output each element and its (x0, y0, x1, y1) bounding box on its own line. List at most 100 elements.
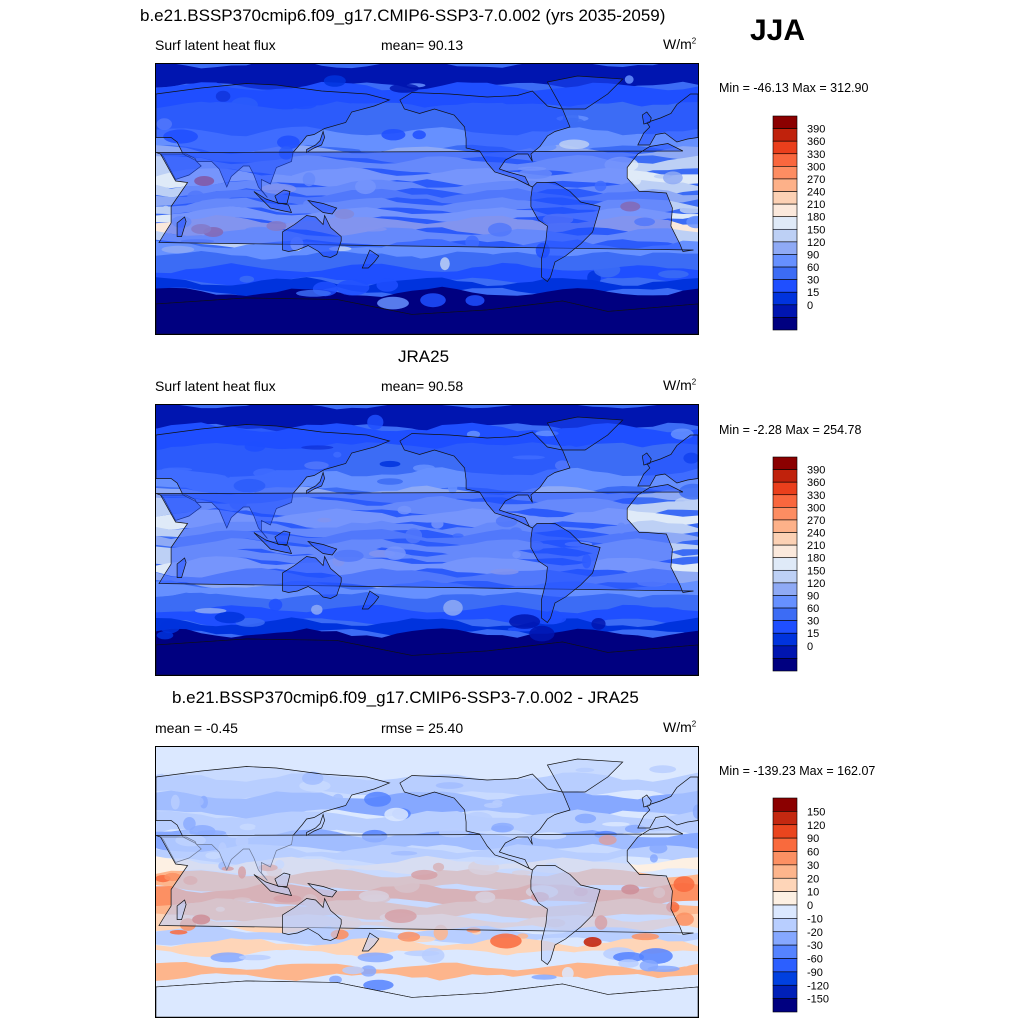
colorbar-swatch (772, 658, 798, 672)
colorbar-tick-label: 270 (807, 174, 825, 186)
colorbar-swatch (772, 891, 798, 906)
colorbar-swatch (772, 456, 798, 470)
colorbar-swatch (772, 877, 798, 892)
colorbar-swatch (772, 266, 798, 280)
panel-model-map (155, 63, 699, 335)
coastline-png (307, 199, 338, 215)
colorbar-swatch (772, 228, 798, 243)
coastline-africa (156, 484, 694, 593)
colorbar-tick-label: 300 (807, 161, 825, 173)
panel-obs-colorbar: 390 360 330 300 270 240 210 180 150 120 90 60 30 15 0 (772, 456, 853, 672)
colorbar-swatch (772, 317, 798, 331)
coastline-indonesia (253, 874, 293, 896)
coastline-namerica (399, 90, 571, 188)
panel-diff-units: W/m2 (663, 719, 697, 735)
colorbar-swatch (772, 469, 798, 483)
colorbar-tick-label: 150 (807, 565, 825, 577)
colorbar-tick-label: -20 (807, 927, 823, 939)
colorbar-tick-label: 150 (807, 224, 825, 236)
colorbar-tick-label: 60 (807, 603, 819, 615)
colorbar-swatch (772, 944, 798, 959)
coastline-uk (641, 452, 652, 466)
colorbar-tick-label: 90 (807, 833, 819, 845)
panel-obs-variable-label: Surf latent heat flux (155, 378, 276, 394)
colorbar-tick-label: 390 (807, 465, 825, 477)
colorbar-tick-label: 300 (807, 502, 825, 514)
colorbar-tick-label: 90 (807, 590, 819, 602)
colorbar-swatch (772, 178, 798, 192)
colorbar-swatch (772, 931, 798, 946)
colorbar-tick-label: 60 (807, 847, 819, 859)
panel-diff-map (155, 746, 699, 1018)
colorbar-swatch (772, 837, 798, 852)
colorbar-tick-label: 0 (807, 641, 813, 653)
colorbar-swatch (772, 595, 798, 609)
panel-model-units: W/m2 (663, 36, 697, 52)
coastline-europe (637, 93, 698, 146)
colorbar-tick-label: -120 (807, 980, 829, 992)
panel-model-minmax: Min = -46.13 Max = 312.90 (719, 81, 869, 95)
coastline-nz (361, 590, 380, 610)
colorbar-swatch (772, 811, 798, 826)
coastline-greenland (546, 75, 624, 110)
colorbar-tick-label: 30 (807, 860, 819, 872)
coastline-nz (361, 249, 380, 269)
panel-model-colorbar: 390 360 330 300 270 240 210 180 150 120 90 60 30 15 0 (772, 115, 853, 331)
coastline-antarctica-fill (156, 980, 698, 1017)
coastline-borneo (274, 189, 291, 204)
coastline-png (307, 882, 338, 898)
coastline-australia (282, 214, 342, 258)
coastline-japan (306, 130, 325, 154)
colorbar-tick-label: 360 (807, 477, 825, 489)
coastline-uk (641, 794, 652, 808)
colorbar-swatch (772, 494, 798, 508)
coastline-antarctica-fill (156, 297, 698, 334)
coastline-japan (306, 813, 325, 837)
coastline-madagascar (176, 557, 187, 578)
panel-diff-minmax: Min = -139.23 Max = 162.07 (719, 764, 876, 778)
colorbar-swatch (772, 582, 798, 596)
colorbar-tick-label: -60 (807, 954, 823, 966)
coastline-africa (156, 143, 694, 252)
colorbar-swatch (772, 918, 798, 933)
colorbar-swatch (772, 620, 798, 634)
colorbar-tick-label: 120 (807, 578, 825, 590)
colorbar-swatch (772, 544, 798, 559)
colorbar-swatch (772, 569, 798, 584)
colorbar-swatch (772, 632, 798, 647)
colorbar-tick-label: -10 (807, 913, 823, 925)
colorbar-tick-label: 180 (807, 212, 825, 224)
colorbar-swatch (772, 645, 798, 659)
colorbar-tick-label: -150 (807, 994, 829, 1006)
colorbar-swatch (772, 607, 798, 621)
coastline-nz (361, 932, 380, 952)
coastline-antarctica-fill (156, 638, 698, 675)
colorbar-tick-label: 15 (807, 287, 819, 299)
colorbar-swatch (772, 998, 798, 1013)
panel-model-mean-label: mean= 90.13 (381, 37, 464, 53)
colorbar-swatch (772, 557, 798, 571)
coastline-namerica (399, 773, 571, 871)
colorbar-swatch (772, 971, 798, 986)
panel-obs-map (155, 404, 699, 676)
panel-obs-units: W/m2 (663, 377, 697, 393)
panel-diff-colorbar: 150 120 90 60 30 20 10 0 -10 -20 -30 -60 -90 -120 -150 (772, 797, 853, 1013)
colorbar-tick-label: 10 (807, 887, 819, 899)
colorbar-swatch (772, 241, 798, 255)
colorbar-tick-label: 120 (807, 237, 825, 249)
coastline-borneo (274, 530, 291, 545)
coastline-madagascar (176, 899, 187, 920)
colorbar-tick-label: 330 (807, 149, 825, 161)
colorbar-swatch (772, 958, 798, 973)
colorbar-swatch (772, 507, 798, 521)
panel-obs-minmax: Min = -2.28 Max = 254.78 (719, 423, 862, 437)
colorbar-tick-label: 120 (807, 820, 825, 832)
colorbar-swatch (772, 216, 798, 230)
colorbar-tick-label: -90 (807, 967, 823, 979)
colorbar-tick-label: -30 (807, 940, 823, 952)
panel-diff-rmse-label: rmse = 25.40 (381, 720, 464, 736)
colorbar-swatch (772, 128, 798, 142)
colorbar-tick-label: 0 (807, 900, 813, 912)
colorbar-swatch (772, 304, 798, 318)
colorbar-tick-label: 210 (807, 540, 825, 552)
